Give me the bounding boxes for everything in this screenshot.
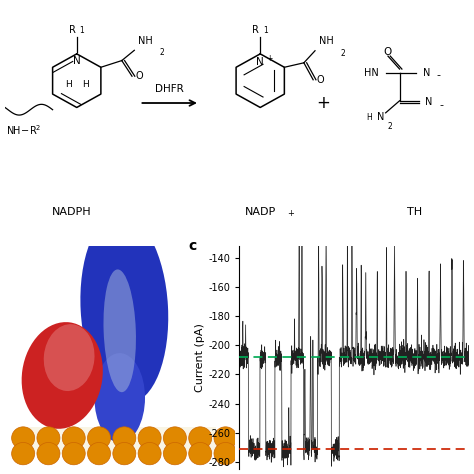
Ellipse shape xyxy=(94,353,145,442)
Circle shape xyxy=(138,442,161,465)
Text: NADP: NADP xyxy=(245,207,276,217)
Text: N: N xyxy=(73,56,81,66)
Text: R: R xyxy=(69,25,76,35)
Ellipse shape xyxy=(22,322,103,429)
Text: +: + xyxy=(266,54,273,63)
Ellipse shape xyxy=(44,324,94,391)
Text: 1: 1 xyxy=(263,26,268,35)
Text: N: N xyxy=(256,57,264,67)
Circle shape xyxy=(88,427,110,449)
Text: H: H xyxy=(65,80,72,89)
Text: NH: NH xyxy=(319,36,334,46)
Y-axis label: Current (pA): Current (pA) xyxy=(195,323,205,392)
Circle shape xyxy=(138,427,161,449)
Text: +: + xyxy=(287,209,293,218)
Text: 1: 1 xyxy=(80,26,84,35)
Text: HN: HN xyxy=(364,68,379,78)
Circle shape xyxy=(164,427,186,449)
Text: H: H xyxy=(82,80,89,89)
Circle shape xyxy=(12,442,35,465)
Bar xyxy=(23,427,216,454)
Ellipse shape xyxy=(81,214,168,403)
Circle shape xyxy=(214,442,237,465)
Circle shape xyxy=(164,442,186,465)
Text: N: N xyxy=(423,68,430,78)
Circle shape xyxy=(189,427,212,449)
Circle shape xyxy=(12,427,35,449)
Text: NH: NH xyxy=(138,36,153,46)
Text: O: O xyxy=(136,71,143,81)
Text: DHFR: DHFR xyxy=(155,84,184,94)
Text: 2: 2 xyxy=(341,48,346,57)
Text: TH: TH xyxy=(407,207,422,217)
Ellipse shape xyxy=(103,269,136,392)
Circle shape xyxy=(37,427,60,449)
Circle shape xyxy=(88,442,110,465)
Circle shape xyxy=(62,427,85,449)
Text: O: O xyxy=(317,75,325,85)
Text: N: N xyxy=(425,97,432,107)
Text: 2: 2 xyxy=(160,48,164,57)
Text: 2: 2 xyxy=(388,122,393,131)
Text: H: H xyxy=(366,113,372,122)
Circle shape xyxy=(62,442,85,465)
Circle shape xyxy=(37,442,60,465)
Text: -: - xyxy=(439,100,443,110)
Circle shape xyxy=(113,427,136,449)
Circle shape xyxy=(214,427,237,449)
Text: $\rm NH\!-\!R^2$: $\rm NH\!-\!R^2$ xyxy=(6,123,41,137)
Text: c: c xyxy=(189,239,197,253)
Text: O: O xyxy=(384,46,392,56)
Text: R: R xyxy=(253,25,259,35)
Circle shape xyxy=(189,442,212,465)
Text: NADPH: NADPH xyxy=(52,207,92,217)
Text: N: N xyxy=(377,112,385,122)
Circle shape xyxy=(113,442,136,465)
Text: -: - xyxy=(437,70,441,80)
Text: +: + xyxy=(316,94,330,112)
